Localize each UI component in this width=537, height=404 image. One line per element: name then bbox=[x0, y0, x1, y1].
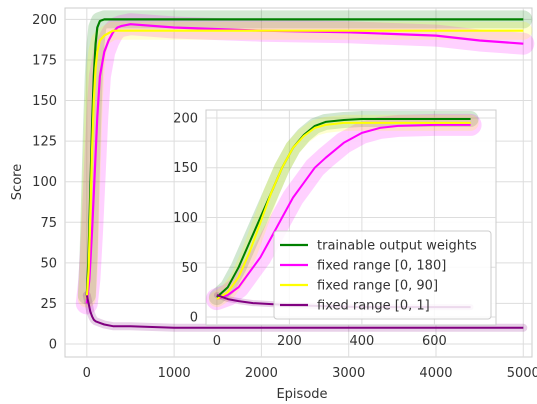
main-y-tick-labels: 0 25 50 75 100 125 150 175 200 bbox=[32, 13, 57, 353]
inset-y-tick-label: 200 bbox=[173, 111, 198, 126]
legend: trainable output weights fixed range [0, … bbox=[273, 230, 492, 320]
inset-line-fixed-range-0-180 bbox=[216, 123, 471, 301]
inset-y-tick-label: 50 bbox=[181, 261, 198, 276]
legend-label-fixed-range-0-1: fixed range [0, 1] bbox=[317, 299, 430, 314]
main-y-tick-label: 0 bbox=[49, 338, 57, 353]
legend-label-fixed-range-0-90: fixed range [0, 90] bbox=[317, 279, 438, 294]
inset-x-tick-labels: 0 200 400 600 bbox=[213, 334, 447, 349]
main-series-lines bbox=[85, 18, 524, 329]
main-y-tick-label: 125 bbox=[32, 135, 57, 150]
main-y-tick-label: 25 bbox=[40, 297, 57, 312]
inset-y-tick-label: 100 bbox=[173, 211, 198, 226]
main-x-tick-label: 4000 bbox=[419, 366, 452, 381]
main-line-fixed-range-0-90 bbox=[85, 29, 524, 299]
main-y-tick-label: 175 bbox=[32, 53, 57, 68]
main-x-tick-label: 2000 bbox=[245, 366, 278, 381]
main-x-tick-label: 5000 bbox=[507, 366, 537, 381]
inset-y-tick-label: 0 bbox=[190, 311, 198, 326]
main-x-tick-label: 0 bbox=[83, 366, 91, 381]
x-axis-label: Episode bbox=[276, 387, 327, 402]
main-x-tick-labels: 0 1000 2000 3000 4000 5000 bbox=[83, 366, 537, 381]
y-axis-label: Score bbox=[10, 164, 25, 200]
main-y-tick-label: 100 bbox=[32, 175, 57, 190]
main-y-tick-label: 150 bbox=[32, 94, 57, 109]
inset-line-fixed-range-0-90 bbox=[216, 121, 471, 300]
main-x-tick-label: 3000 bbox=[332, 366, 365, 381]
legend-label-trainable-output-weights: trainable output weights bbox=[317, 239, 477, 254]
main-y-tick-label: 200 bbox=[32, 13, 57, 28]
legend-label-fixed-range-0-180: fixed range [0, 180] bbox=[317, 259, 446, 274]
main-line-fixed-range-0-1 bbox=[85, 295, 524, 329]
legend-box bbox=[273, 230, 492, 320]
inset-y-tick-label: 150 bbox=[173, 161, 198, 176]
inset-x-tick-label: 400 bbox=[349, 334, 374, 349]
main-x-tick-label: 1000 bbox=[158, 366, 191, 381]
main-y-tick-label: 75 bbox=[40, 216, 57, 231]
inset-x-tick-label: 200 bbox=[277, 334, 302, 349]
inset-y-tick-labels: 0 50 100 150 200 bbox=[173, 111, 198, 325]
inset-x-tick-label: 600 bbox=[422, 334, 447, 349]
inset-x-tick-label: 0 bbox=[213, 334, 221, 349]
main-y-tick-label: 50 bbox=[40, 256, 57, 271]
